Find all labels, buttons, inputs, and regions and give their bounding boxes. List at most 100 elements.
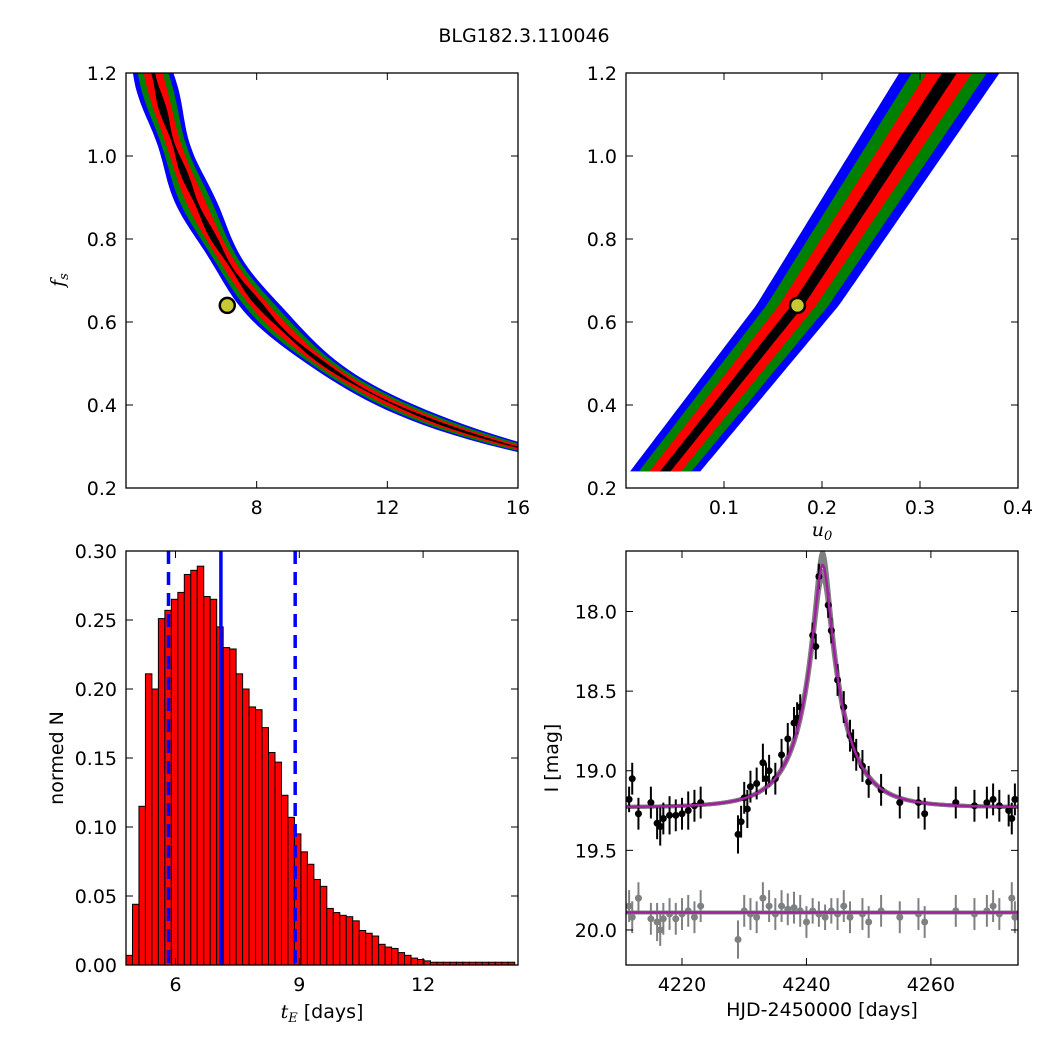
residual-point xyxy=(1008,894,1016,902)
y-tick-label: 18.5 xyxy=(575,681,617,703)
x-axis-label: u0 xyxy=(812,519,833,544)
histogram-bar xyxy=(326,907,334,965)
y-tick-label: 0.4 xyxy=(87,395,117,417)
histogram-bar xyxy=(300,851,308,965)
residual-point xyxy=(634,894,642,902)
x-tick-label: 4220 xyxy=(658,974,706,996)
x-tick-label: 12 xyxy=(375,497,399,519)
data-point xyxy=(628,775,636,783)
histogram-bar xyxy=(126,954,133,965)
y-tick-label: 0.05 xyxy=(75,886,117,908)
x-axis-label-symbol: u xyxy=(812,519,824,541)
histogram-bar xyxy=(183,573,192,965)
y-tick-label: 0.4 xyxy=(587,395,617,417)
y-axis-label-subscript: s xyxy=(57,273,72,280)
histogram-bar xyxy=(203,596,211,965)
y-axis-label: I [mag] xyxy=(541,724,563,793)
residual-point xyxy=(896,913,904,921)
residual-point xyxy=(784,905,792,913)
y-tick-label: 1.0 xyxy=(87,146,117,168)
confidence-region-sigma2 xyxy=(649,73,972,472)
x-axis-label-subscript: E xyxy=(287,1011,298,1026)
y-tick-label: 0.6 xyxy=(587,312,617,334)
best-fit-marker xyxy=(218,296,237,315)
plot-area xyxy=(126,551,516,965)
x-axis-label-units: [days] xyxy=(298,1001,364,1023)
residual-point xyxy=(865,918,873,926)
x-tick-label: 0.2 xyxy=(807,497,837,519)
data-point xyxy=(1011,795,1018,803)
histogram-bar xyxy=(345,916,354,965)
best-fit-model-curve xyxy=(626,563,1018,809)
x-tick-label: 6 xyxy=(169,974,181,996)
residual-point xyxy=(690,913,698,921)
x-tick-label: 12 xyxy=(411,974,435,996)
residual-point xyxy=(697,902,705,910)
x-tick-label: 0.1 xyxy=(709,497,739,519)
y-tick-label: 0.2 xyxy=(87,478,117,500)
data-point xyxy=(759,759,767,767)
x-tick-label: 4240 xyxy=(782,974,830,996)
residual-point xyxy=(759,894,767,902)
histogram-bar xyxy=(248,706,257,965)
residual-point xyxy=(790,904,798,912)
x-axis-label-subscript: 0 xyxy=(824,529,832,544)
y-tick-label: 0.15 xyxy=(75,748,117,770)
histogram-bar xyxy=(242,688,250,965)
y-tick-label: 18.0 xyxy=(575,602,617,624)
y-axis-label-symbol: f xyxy=(47,277,69,289)
histogram-bar xyxy=(332,912,341,965)
confidence-region-sigma1 xyxy=(151,73,518,448)
histogram-bar xyxy=(384,946,393,965)
data-point xyxy=(678,810,686,818)
histogram-bar xyxy=(144,673,153,965)
x-tick-label: 0.4 xyxy=(1003,497,1033,519)
histogram-bar xyxy=(339,914,347,965)
residual-point xyxy=(802,918,810,926)
panel-tE-histogram: 6 9 12 0.00 0.05 0.10 0.15 0.20 0.25 0.30 normed N… xyxy=(46,541,519,1026)
y-tick-label: 0.10 xyxy=(75,817,117,839)
y-tick-label: 20.0 xyxy=(575,920,617,942)
data-point xyxy=(626,795,633,803)
figure-title: BLG182.3.110046 xyxy=(438,25,609,47)
histogram-bar xyxy=(255,709,263,965)
residual-point xyxy=(840,902,848,910)
histogram-bar xyxy=(365,932,373,965)
histogram-bar xyxy=(209,598,218,965)
residual-point xyxy=(821,913,829,921)
y-tick-label: 0.6 xyxy=(87,312,117,334)
residual-point xyxy=(672,915,680,923)
residual-point xyxy=(753,913,761,921)
histogram-bar xyxy=(280,794,289,965)
x-axis-label: tE [days] xyxy=(281,1001,364,1026)
data-point xyxy=(746,783,754,791)
residual-point xyxy=(628,913,636,921)
plot-area xyxy=(626,551,1018,959)
y-tick-label: 0.2 xyxy=(587,478,617,500)
data-point xyxy=(737,818,745,826)
best-fit-marker xyxy=(788,296,807,315)
histogram-bar xyxy=(157,618,166,965)
plot-area xyxy=(630,73,1000,472)
x-tick-label: 8 xyxy=(251,497,263,519)
histogram-bar xyxy=(274,761,282,965)
data-point xyxy=(672,811,680,819)
residual-point xyxy=(659,915,667,923)
confidence-region-sigma3 xyxy=(137,73,518,451)
histogram-bar xyxy=(177,591,185,965)
histogram-bar xyxy=(196,565,205,965)
data-point xyxy=(784,735,792,743)
residual-point xyxy=(1011,913,1018,921)
data-point xyxy=(1008,815,1016,823)
data-point xyxy=(743,805,751,813)
x-axis-label: HJD-2450000 [days] xyxy=(726,999,918,1021)
data-point xyxy=(765,767,773,775)
histogram-bar xyxy=(268,751,276,965)
x-tick-label: 9 xyxy=(293,974,305,996)
data-point xyxy=(684,807,692,815)
y-tick-label: 0.20 xyxy=(75,679,117,701)
data-point xyxy=(666,811,674,819)
data-point xyxy=(753,779,761,787)
y-tick-label: 0.8 xyxy=(587,229,617,251)
histogram-bar xyxy=(410,957,419,965)
